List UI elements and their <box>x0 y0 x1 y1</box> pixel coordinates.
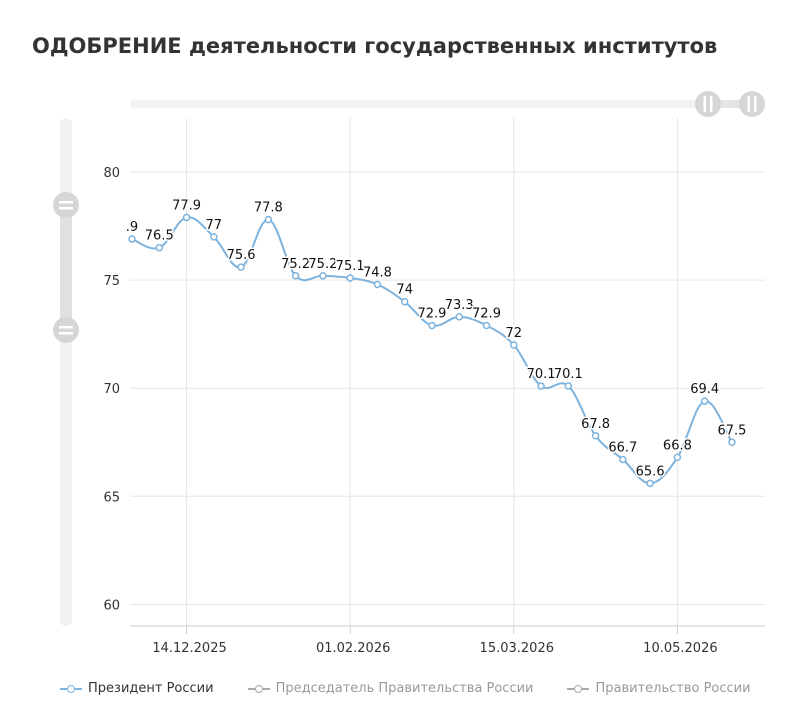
x-tick-label: 14.12.2025 <box>152 641 226 656</box>
data-point <box>428 321 436 330</box>
horizontal-navigator[interactable] <box>130 91 765 117</box>
legend-label: Председатель Правительства России <box>275 681 534 696</box>
equals-handle-icon[interactable] <box>53 192 79 218</box>
legend-label: Правительство России <box>595 681 751 696</box>
y-tick-label: 80 <box>103 166 120 181</box>
x-tick-label: 15.03.2026 <box>480 641 554 656</box>
data-point <box>237 263 245 271</box>
data-label: .9 <box>126 220 138 235</box>
data-point <box>319 272 327 280</box>
y-tick-label: 65 <box>103 490 120 505</box>
data-label: 65.6 <box>636 464 665 479</box>
data-point <box>700 397 709 405</box>
data-point <box>346 274 354 282</box>
x-tick-label: 01.02.2026 <box>316 641 390 656</box>
horizontal-navigator-track[interactable] <box>130 100 760 108</box>
data-point <box>646 479 654 488</box>
series-marker-icon <box>60 682 82 696</box>
data-point <box>564 382 573 390</box>
data-point <box>673 453 682 462</box>
y-axis: 60 65 70 75 80 <box>103 166 120 613</box>
data-label: 67.8 <box>581 417 610 432</box>
data-point <box>537 382 545 390</box>
data-point <box>510 341 518 349</box>
y-tick-label: 70 <box>103 382 120 397</box>
vertical-navigator-selection[interactable] <box>60 205 72 330</box>
data-label: 72.9 <box>417 307 446 322</box>
series-line <box>131 216 733 485</box>
data-label: 66.7 <box>608 441 637 456</box>
legend-label: Президент России <box>88 681 214 696</box>
x-axis: 14.12.2025 01.02.2026 15.03.2026 10.05.2026 <box>130 625 765 656</box>
data-label: 77.8 <box>254 201 283 216</box>
data-point <box>128 235 136 243</box>
y-tick-label: 75 <box>103 274 120 289</box>
data-label: 74 <box>396 283 413 298</box>
data-label: 69.4 <box>690 382 719 397</box>
series-marker-icon <box>247 682 270 696</box>
data-label: 75.1 <box>336 259 365 274</box>
series-layer: .976.577.97775.677.875.275.275.174.87472… <box>124 197 748 488</box>
data-point <box>210 233 218 241</box>
pause-handle-icon[interactable] <box>739 91 765 117</box>
y-tick-label: 60 <box>103 598 120 613</box>
data-label: 72 <box>506 326 523 341</box>
data-point <box>182 213 191 222</box>
pause-handle-icon[interactable] <box>695 91 721 117</box>
legend-item-president[interactable]: Президент России <box>60 681 214 696</box>
data-point <box>455 313 463 321</box>
data-label: 73.3 <box>445 298 474 313</box>
data-label: 77.9 <box>172 198 201 213</box>
data-label: 75.2 <box>281 257 310 272</box>
data-label: 66.8 <box>663 438 692 453</box>
series-marker-icon <box>567 682 590 696</box>
grid <box>130 118 765 626</box>
data-point <box>619 455 627 464</box>
data-point <box>264 215 273 224</box>
data-point <box>291 272 300 280</box>
vertical-navigator[interactable] <box>53 118 79 626</box>
data-point <box>728 438 736 447</box>
legend: Президент России Председатель Правительс… <box>60 681 751 696</box>
data-label: 76.5 <box>145 229 174 244</box>
legend-item-prime-minister[interactable]: Председатель Правительства России <box>247 681 534 696</box>
chart-title: ОДОБРЕНИЕ деятельности государственных и… <box>32 34 718 58</box>
x-tick-label: 10.05.2026 <box>643 641 717 656</box>
equals-handle-icon[interactable] <box>53 317 79 343</box>
data-label: 72.9 <box>472 307 501 322</box>
data-point <box>400 297 409 306</box>
data-label: 77 <box>206 218 223 233</box>
data-label: 70.1 <box>554 367 583 382</box>
legend-item-government[interactable]: Правительство России <box>567 681 751 696</box>
data-point <box>591 432 600 440</box>
data-label: 75.2 <box>308 257 337 272</box>
data-point <box>373 280 382 289</box>
data-label: 70.1 <box>527 367 556 382</box>
data-label: 67.5 <box>717 423 746 438</box>
data-point <box>482 321 491 330</box>
data-label: 75.6 <box>227 248 256 263</box>
data-label: 74.8 <box>363 265 392 280</box>
data-point <box>155 243 164 252</box>
